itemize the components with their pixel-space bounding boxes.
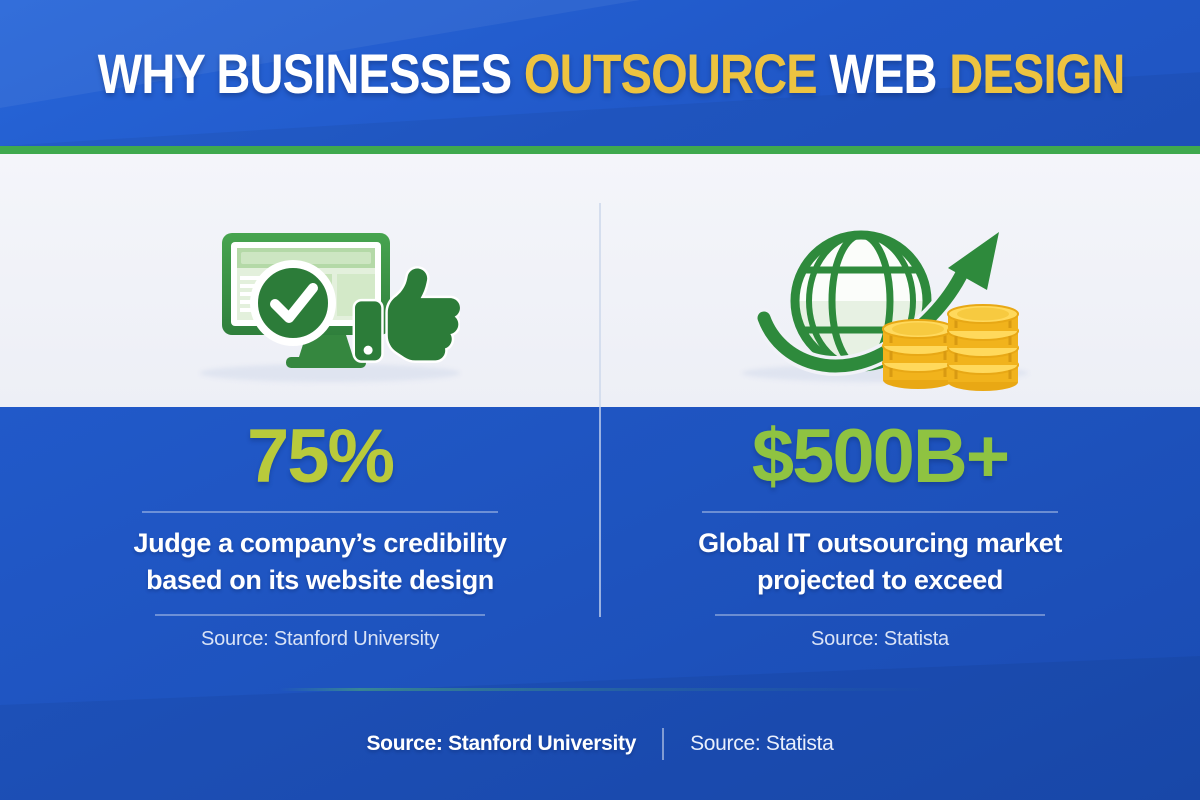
stat-description-right-line2: projected to exceed (757, 565, 1003, 595)
footer-source-left: Source: Stanford University (366, 732, 637, 755)
page-title: WHY BUSINESSES OUTSOURCE WEB DESIGN (97, 42, 1126, 105)
stat-divider (142, 511, 498, 513)
stat-value-right: $500B+ (751, 414, 1010, 499)
stat-description-left-line1: Judge a company’s credibility (133, 528, 507, 558)
globe-growth-arrow-coins-icon (754, 230, 1019, 391)
stat-description-left-line2: based on its website design (146, 565, 494, 595)
title-part-3: WEB (829, 42, 937, 105)
stat-source-right: Source: Statista (811, 628, 949, 650)
header: WHY BUSINESSES OUTSOURCE WEB DESIGN (0, 44, 1200, 104)
stat-column-right: $500B+ Global IT outsourcing market proj… (660, 418, 1100, 651)
stat-source-left: Source: Stanford University (200, 628, 440, 650)
stat-divider (715, 614, 1045, 616)
footer-divider-bar (662, 728, 665, 760)
stat-description-right: Global IT outsourcing market projected t… (660, 525, 1100, 599)
title-part-1: WHY BUSINESSES (97, 42, 512, 105)
footer-sources: Source: Stanford University Source: Stat… (0, 724, 1200, 764)
column-divider-upper (599, 203, 601, 407)
title-part-4: DESIGN (949, 42, 1125, 105)
stat-description-left: Judge a company’s credibility based on i… (100, 525, 540, 599)
stat-value-left: 75% (246, 414, 395, 499)
stat-divider (702, 511, 1058, 513)
monitor-checkmark-thumbs-up-icon (222, 233, 460, 368)
left-icon-shadow (200, 364, 460, 382)
column-divider-lower (599, 407, 601, 617)
stat-divider (155, 614, 485, 616)
icon-band (0, 154, 1200, 407)
stat-description-right-line1: Global IT outsourcing market (698, 528, 1062, 558)
footer-source-right: Source: Statista (690, 732, 834, 755)
title-part-2: OUTSOURCE (523, 42, 818, 105)
background-glint (280, 688, 940, 691)
coin-stack-short (882, 319, 954, 389)
coin-stack-tall (947, 304, 1019, 391)
green-divider-bar (0, 146, 1200, 154)
stat-column-left: 75% Judge a company’s credibility based … (100, 418, 540, 651)
